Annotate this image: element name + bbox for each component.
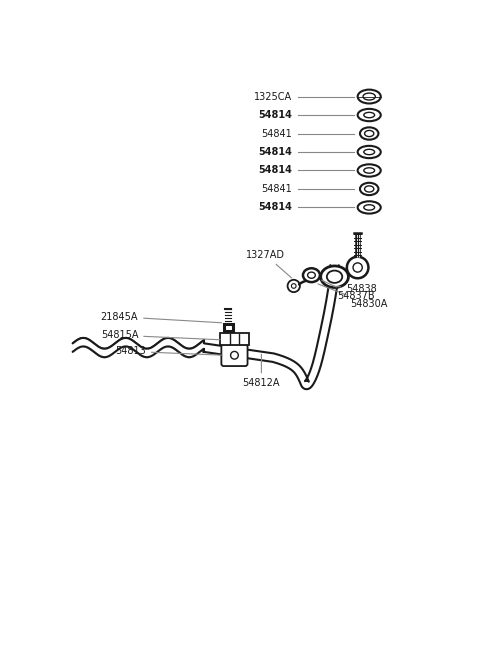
Ellipse shape: [365, 186, 374, 192]
Text: 21845A: 21845A: [101, 312, 222, 323]
Text: 54838: 54838: [334, 284, 377, 294]
Ellipse shape: [358, 109, 381, 121]
Ellipse shape: [363, 93, 375, 100]
Circle shape: [353, 263, 362, 272]
Text: 54812A: 54812A: [243, 354, 280, 388]
Ellipse shape: [360, 183, 378, 195]
Ellipse shape: [358, 164, 381, 177]
Text: 54814: 54814: [258, 110, 292, 120]
Text: 1327AD: 1327AD: [246, 250, 292, 278]
Text: 54841: 54841: [262, 184, 292, 194]
Polygon shape: [203, 265, 339, 389]
Ellipse shape: [358, 201, 381, 214]
Circle shape: [347, 257, 369, 279]
Ellipse shape: [308, 272, 315, 279]
Ellipse shape: [364, 112, 374, 118]
Text: 54813: 54813: [115, 346, 222, 356]
Ellipse shape: [358, 89, 381, 104]
Text: 54837B: 54837B: [322, 280, 374, 301]
Ellipse shape: [358, 146, 381, 158]
Text: 54814: 54814: [258, 202, 292, 212]
Circle shape: [291, 284, 296, 288]
Text: 54815A: 54815A: [101, 330, 220, 340]
Ellipse shape: [321, 266, 348, 288]
Text: 54814: 54814: [258, 147, 292, 157]
Ellipse shape: [364, 168, 374, 173]
Circle shape: [288, 280, 300, 292]
FancyBboxPatch shape: [224, 324, 232, 331]
Text: 54841: 54841: [262, 129, 292, 139]
Ellipse shape: [360, 127, 378, 140]
Text: 1325CA: 1325CA: [254, 91, 292, 102]
Text: 54814: 54814: [258, 166, 292, 175]
FancyBboxPatch shape: [221, 344, 248, 366]
Ellipse shape: [364, 205, 374, 210]
FancyBboxPatch shape: [220, 333, 249, 346]
Ellipse shape: [230, 351, 238, 359]
Ellipse shape: [364, 149, 374, 154]
Text: 54830A: 54830A: [318, 284, 387, 309]
Ellipse shape: [365, 131, 374, 137]
Ellipse shape: [303, 268, 320, 282]
Ellipse shape: [327, 271, 342, 283]
